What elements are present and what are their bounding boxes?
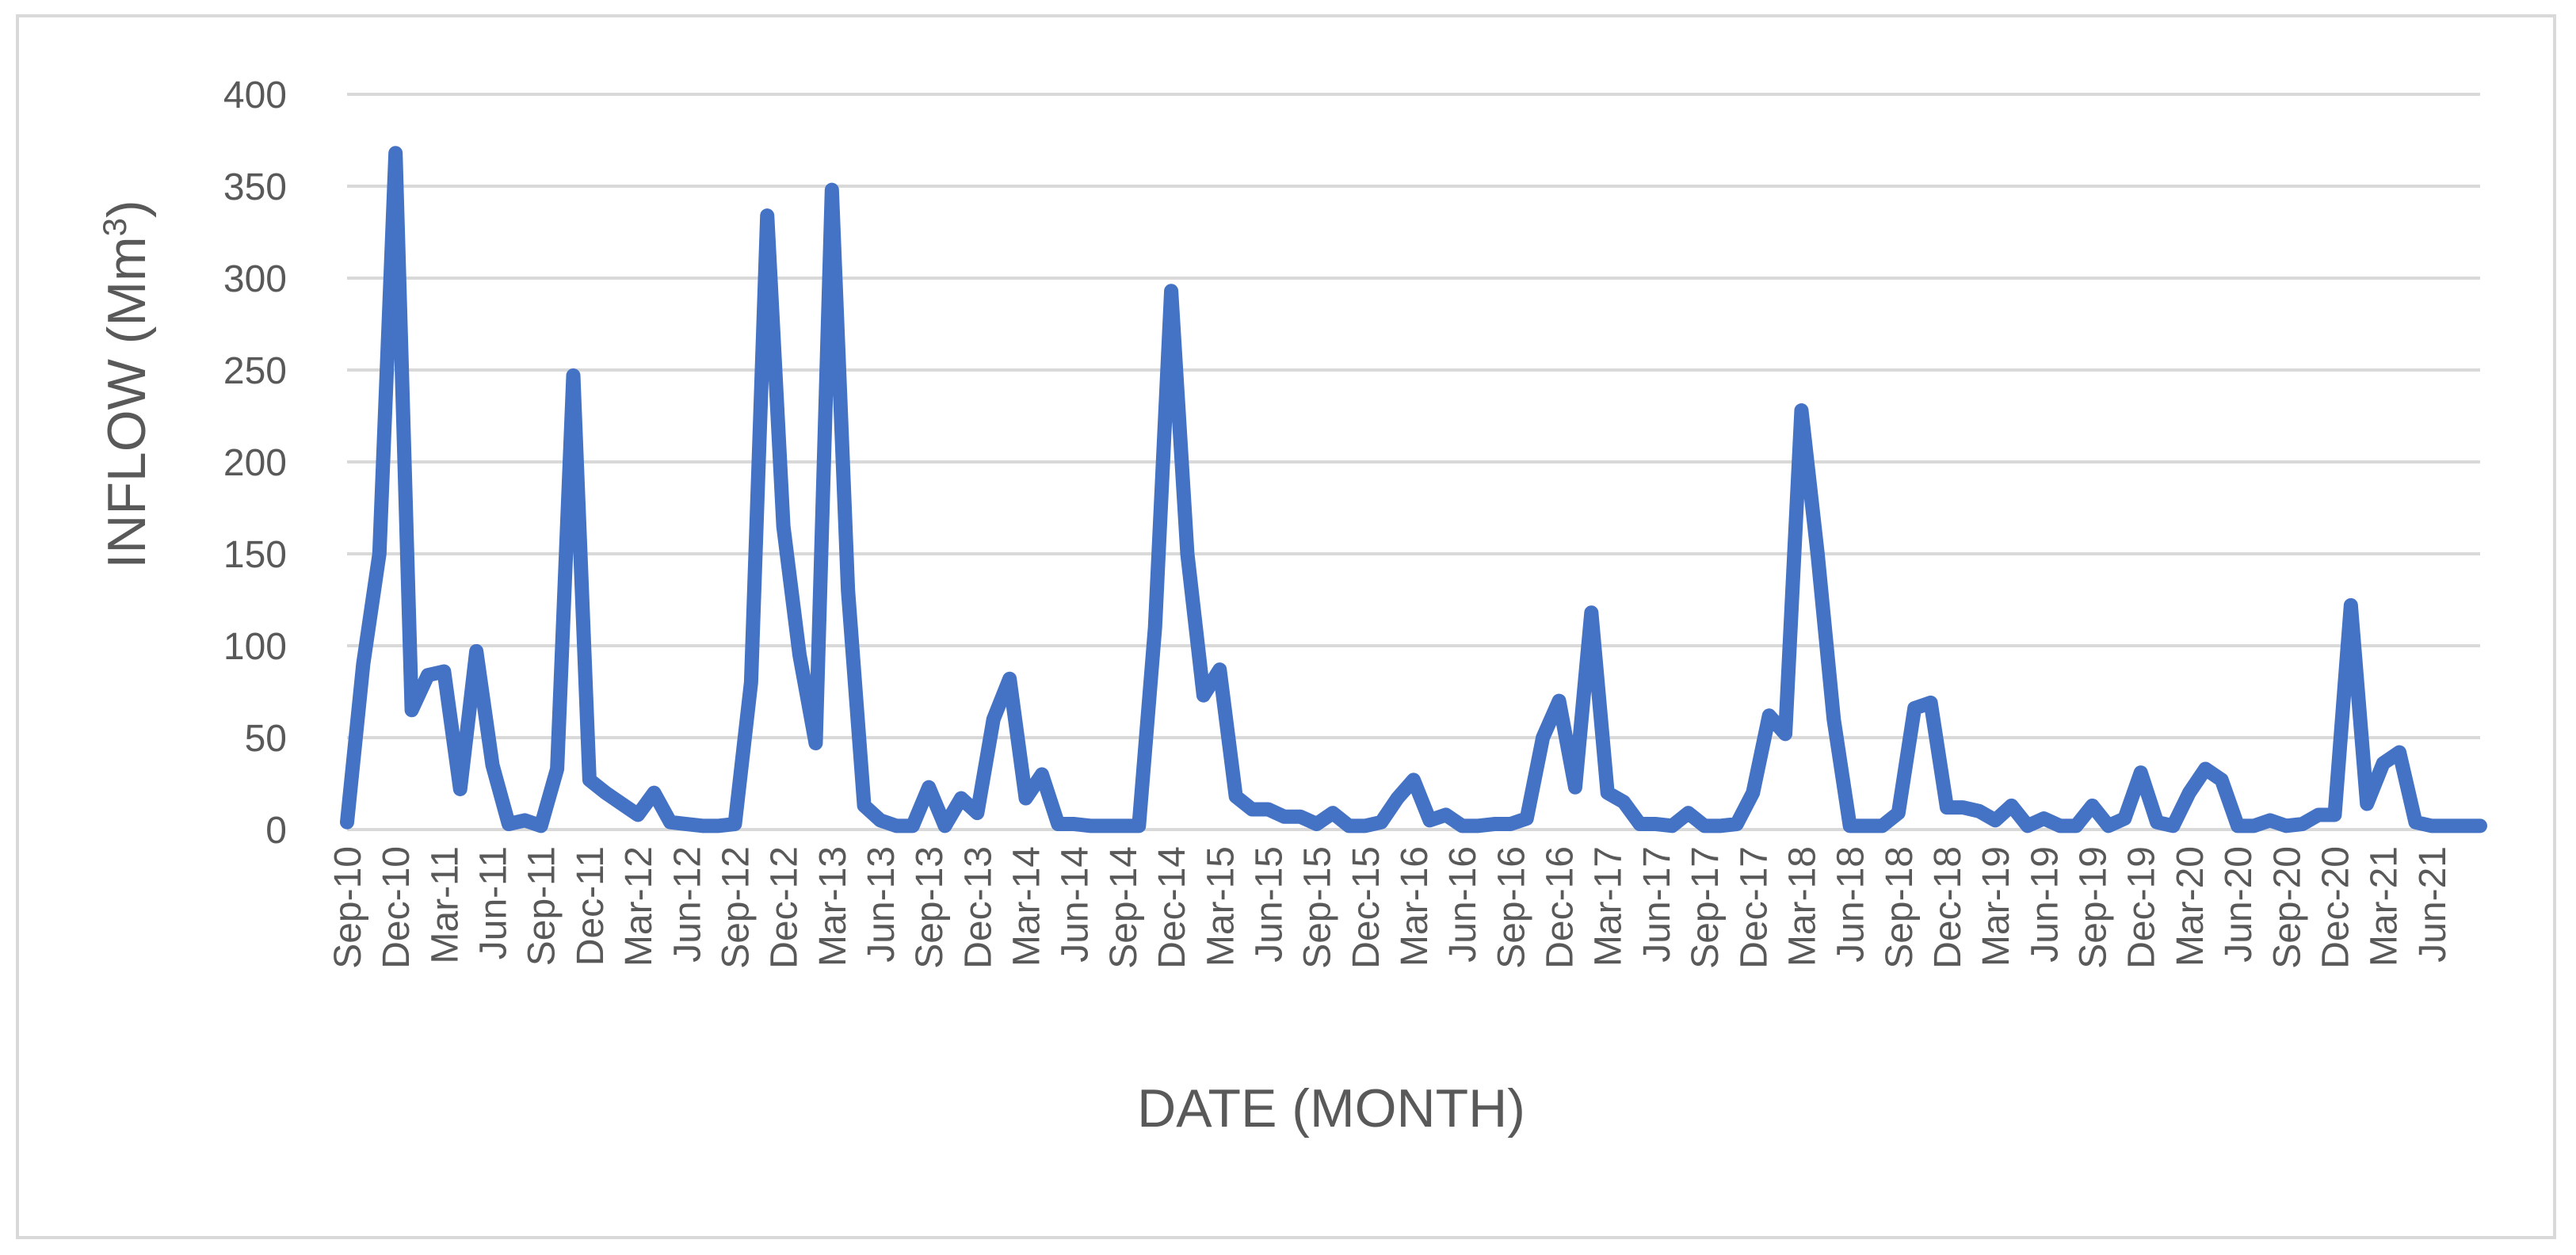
x-tick-label: Mar-14: [1006, 846, 1048, 967]
x-tick-label: Mar-11: [424, 846, 466, 963]
x-tick-label: Dec-18: [1927, 846, 1969, 969]
y-tick-label: 200: [223, 442, 287, 484]
y-axis-title-end: ): [97, 200, 157, 218]
x-tick-label: Dec-16: [1540, 846, 1582, 969]
x-tick-label: Jun-11: [473, 846, 515, 959]
y-tick-label: 350: [223, 166, 287, 208]
x-tick-label: Mar-13: [812, 846, 854, 967]
x-tick-label: Mar-15: [1200, 846, 1242, 967]
x-tick-label: Sep-19: [2073, 846, 2115, 969]
x-tick-label: Dec-11: [570, 846, 612, 966]
x-tick-label: Dec-10: [376, 846, 418, 969]
x-tick-label: Jun-13: [861, 846, 903, 963]
x-tick-label: Jun-18: [1830, 846, 1872, 963]
x-tick-label: Sep-14: [1103, 846, 1145, 969]
x-axis-title: DATE (MONTH): [1137, 1078, 1525, 1139]
x-tick-label: Sep-10: [327, 846, 369, 969]
x-tick-label: Sep-11: [521, 846, 563, 966]
x-tick-label: Mar-20: [2170, 846, 2212, 967]
x-tick-label: Sep-17: [1685, 846, 1727, 969]
y-axis-title-superscript: 3: [96, 218, 133, 236]
x-tick-label: Dec-12: [764, 846, 806, 969]
x-tick-label: Sep-16: [1490, 846, 1532, 969]
x-tick-label: Sep-20: [2266, 846, 2308, 969]
y-tick-label: 50: [245, 718, 287, 760]
x-tick-label: Mar-21: [2364, 846, 2406, 967]
x-tick-label: Sep-13: [909, 846, 951, 969]
x-tick-label: Mar-18: [1781, 846, 1823, 967]
y-tick-label: 100: [223, 626, 287, 668]
x-tick-label: Jun-14: [1055, 846, 1097, 963]
x-tick-label: Dec-17: [1733, 846, 1775, 969]
y-axis-title-main: INFLOW (Mm: [97, 236, 157, 568]
y-tick-label: 400: [223, 74, 287, 116]
x-tick-label: Sep-12: [715, 846, 757, 969]
x-tick-label: Jun-16: [1442, 846, 1484, 963]
x-tick-label: Jun-17: [1636, 846, 1678, 963]
x-tick-label: Dec-13: [957, 846, 999, 969]
x-tick-label: Mar-19: [1975, 846, 2017, 967]
y-axis-title: INFLOW (Mm3): [96, 200, 157, 568]
gridlines: [347, 93, 2480, 831]
y-tick-label: 0: [265, 810, 287, 852]
x-tick-label: Dec-15: [1345, 846, 1387, 969]
x-tick-label: Dec-20: [2315, 846, 2357, 969]
y-tick-label: 150: [223, 534, 287, 576]
y-tick-label: 300: [223, 258, 287, 300]
x-tick-label: Mar-12: [618, 846, 660, 967]
series-line: [340, 146, 2487, 833]
y-tick-labels: 0 50 100 150 200 250 300 350 400: [223, 74, 287, 852]
x-tick-label: Mar-17: [1588, 846, 1630, 967]
x-tick-label: Jun-12: [666, 846, 708, 963]
x-tick-label: Dec-14: [1151, 846, 1193, 969]
x-tick-labels: Sep-10 Dec-10 Mar-11 Jun-11 Sep-11 Dec-11 Mar-…: [327, 846, 2454, 969]
x-tick-label: Sep-18: [1879, 846, 1921, 969]
x-tick-label: Jun-20: [2218, 846, 2260, 963]
x-tick-label: Sep-15: [1297, 846, 1339, 969]
x-tick-label: Jun-19: [2024, 846, 2066, 963]
x-tick-label: Dec-19: [2121, 846, 2163, 969]
x-tick-label: Jun-21: [2412, 846, 2454, 963]
chart-frame: [16, 14, 2556, 1239]
x-tick-label: Mar-16: [1394, 846, 1436, 967]
x-tick-label: Jun-15: [1248, 846, 1290, 963]
y-tick-label: 250: [223, 350, 287, 392]
